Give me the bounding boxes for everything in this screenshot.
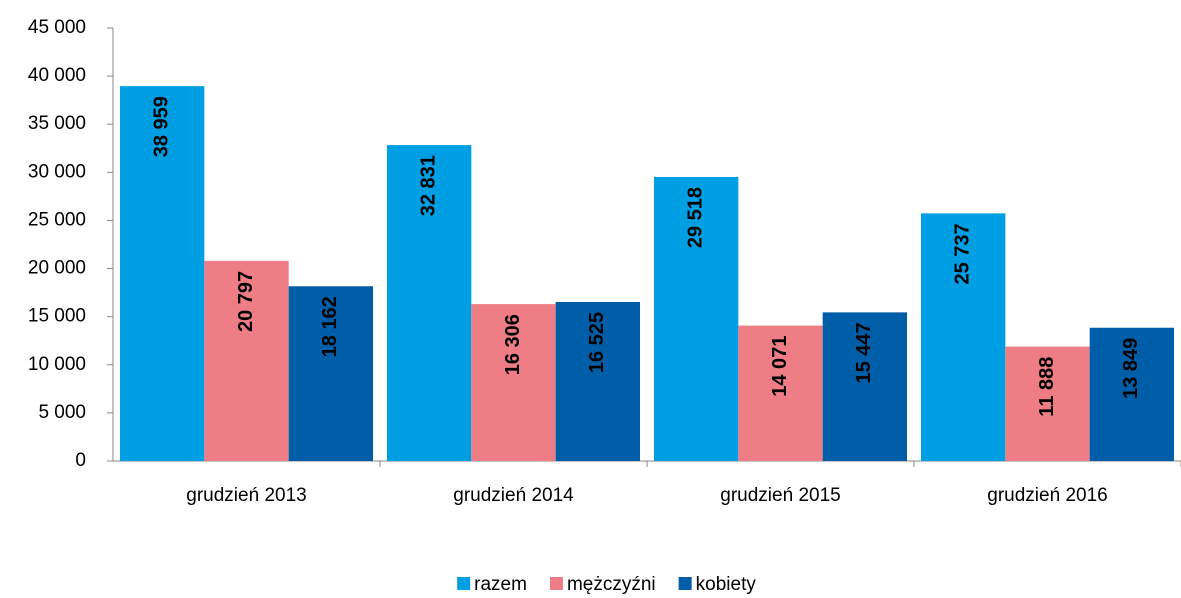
y-tick-label: 20 000 — [28, 258, 86, 279]
bar — [387, 145, 472, 461]
data-label: 18 162 — [319, 296, 341, 357]
x-tick-label: grudzień 2016 — [987, 485, 1107, 506]
bar — [1005, 346, 1090, 461]
y-tick-label: 25 000 — [28, 209, 86, 230]
bar — [654, 176, 739, 461]
x-tick-label: grudzień 2013 — [186, 485, 306, 506]
bar — [738, 325, 823, 461]
legend-label: razem — [474, 574, 527, 595]
data-label: 38 959 — [150, 96, 172, 157]
legend-label: kobiety — [696, 574, 757, 595]
y-tick-label: 0 — [75, 450, 86, 471]
legend: razem mężczyźni kobiety — [457, 574, 756, 595]
bar — [555, 301, 640, 461]
x-tick-label: grudzień 2015 — [720, 485, 840, 506]
bar — [921, 213, 1006, 461]
data-label: 25 737 — [951, 223, 973, 284]
y-tick-label: 35 000 — [28, 113, 86, 134]
data-label: 16 306 — [502, 314, 524, 375]
bar — [471, 304, 556, 461]
y-tick-label: 5 000 — [38, 402, 86, 423]
bar — [288, 286, 373, 461]
y-tick-label: 15 000 — [28, 306, 86, 327]
data-label: 11 888 — [1036, 357, 1058, 417]
data-label: 15 447 — [853, 322, 875, 383]
legend-swatch — [549, 577, 563, 590]
data-label: 29 518 — [684, 187, 706, 248]
y-tick-label: 45 000 — [28, 17, 86, 38]
data-label: 20 797 — [235, 271, 257, 332]
bar — [120, 86, 205, 462]
legend-label: mężczyźni — [567, 574, 656, 595]
y-tick-label: 10 000 — [28, 354, 86, 375]
bar — [822, 312, 907, 461]
data-label: 32 831 — [417, 155, 439, 216]
data-label: 14 071 — [769, 336, 791, 397]
y-tick-label: 40 000 — [28, 65, 86, 86]
y-tick-label: 30 000 — [28, 161, 86, 182]
legend-swatch — [678, 577, 692, 590]
data-label: 13 849 — [1120, 338, 1142, 399]
bar — [1089, 327, 1174, 461]
bar — [204, 260, 289, 461]
legend-swatch — [457, 577, 471, 590]
x-tick-label: grudzień 2014 — [453, 485, 574, 506]
data-label: 16 525 — [586, 312, 608, 373]
